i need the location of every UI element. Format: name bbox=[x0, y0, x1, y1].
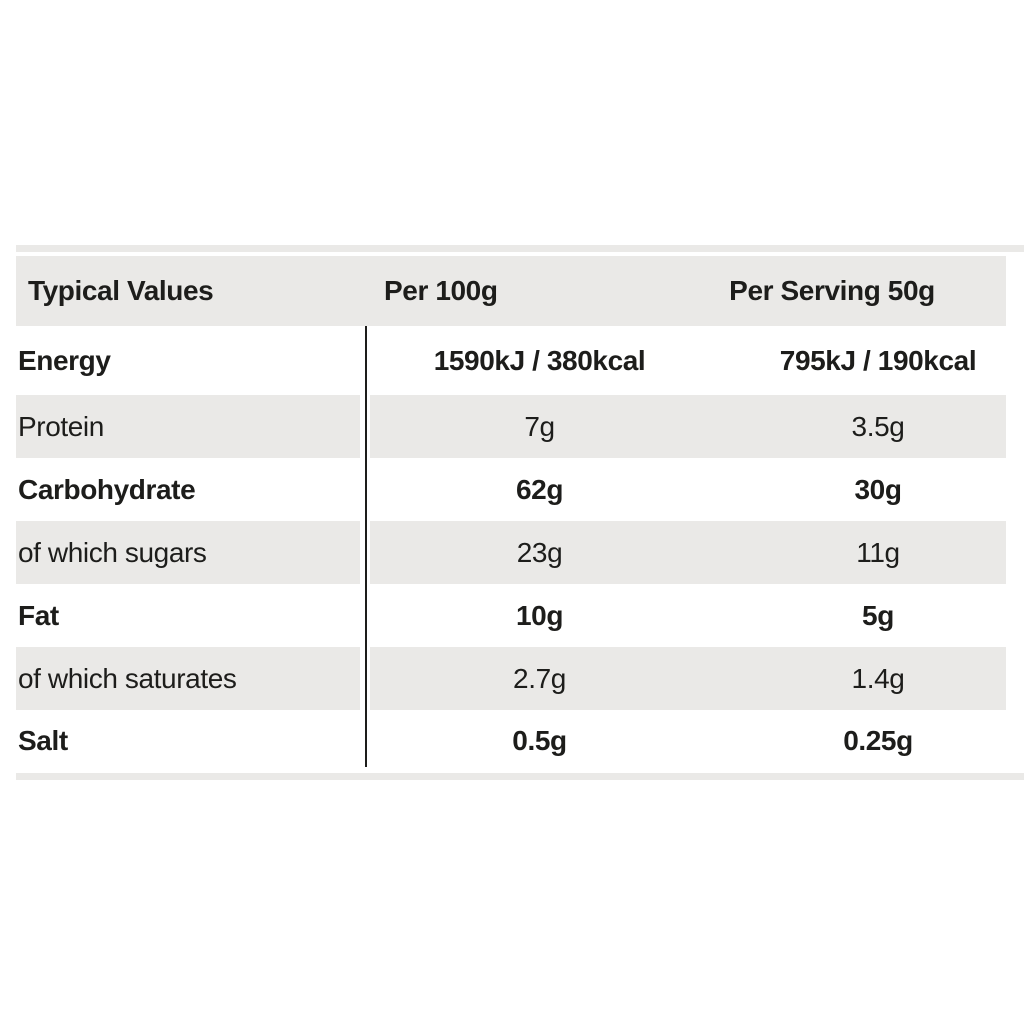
row-label: Energy bbox=[18, 344, 111, 376]
value-per-serving: 11g bbox=[856, 536, 900, 568]
table-bottom-border-strip bbox=[16, 773, 1024, 780]
value-per-100g: 10g bbox=[515, 599, 564, 631]
row-label: of which sugars bbox=[18, 536, 207, 568]
header-per-100g: Per 100g bbox=[384, 275, 498, 306]
nutrition-table-header-row: Typical Values Per 100g Per Serving 50g bbox=[16, 256, 1006, 326]
value-per-100g: 23g bbox=[516, 536, 563, 568]
table-row-protein: Protein 7g 3.5g bbox=[16, 395, 1006, 458]
row-label: Protein bbox=[18, 410, 104, 442]
value-per-serving: 30g bbox=[854, 473, 902, 505]
table-row-of-which-saturates: of which saturates 2.7g 1.4g bbox=[16, 647, 1006, 710]
table-top-border-strip bbox=[16, 245, 1024, 252]
row-label: Fat bbox=[18, 599, 59, 631]
table-row-of-which-sugars: of which sugars 23g 11g bbox=[16, 521, 1006, 584]
table-row-salt: Salt 0.5g 0.25g bbox=[16, 710, 1006, 772]
value-per-serving: 1.4g bbox=[851, 662, 905, 694]
value-per-100g: 2.7g bbox=[513, 662, 566, 694]
value-per-serving: 795kJ / 190kcal bbox=[779, 344, 977, 376]
nutrition-table-body: Energy 1590kJ / 380kcal 795kJ / 190kcal … bbox=[16, 326, 1006, 772]
value-per-100g: 1590kJ / 380kcal bbox=[433, 344, 646, 376]
column-divider-line bbox=[365, 326, 367, 767]
value-per-serving: 0.25g bbox=[843, 725, 913, 756]
row-label: Carbohydrate bbox=[18, 473, 196, 505]
table-row-energy: Energy 1590kJ / 380kcal 795kJ / 190kcal bbox=[16, 326, 1006, 395]
header-per-serving-50g: Per Serving 50g bbox=[729, 275, 935, 306]
row-label: of which saturates bbox=[18, 662, 237, 694]
header-typical-values: Typical Values bbox=[28, 275, 214, 306]
value-per-serving: 3.5g bbox=[851, 410, 905, 442]
table-row-fat: Fat 10g 5g bbox=[16, 584, 1006, 647]
value-per-serving: 5g bbox=[862, 599, 894, 631]
value-per-100g: 0.5g bbox=[512, 725, 567, 756]
table-row-carbohydrate: Carbohydrate 62g 30g bbox=[16, 458, 1006, 521]
row-label: Salt bbox=[18, 725, 68, 756]
value-per-100g: 62g bbox=[515, 473, 564, 505]
value-per-100g: 7g bbox=[524, 410, 555, 442]
